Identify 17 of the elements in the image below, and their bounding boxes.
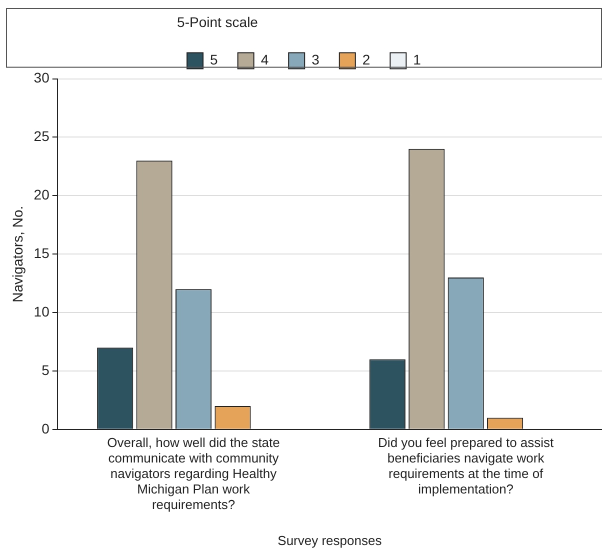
- legend-label: 1: [413, 52, 422, 68]
- y-tick-label: 15: [34, 244, 50, 261]
- y-tick-label: 25: [34, 128, 50, 144]
- y-tick-label: 0: [42, 420, 50, 436]
- x-axis-title: Survey responses: [278, 532, 382, 548]
- x-tick-label: Did you feel prepared to assist beneficiaries navigate work requirements at the time of implementation?: [378, 434, 554, 497]
- y-axis-title: Navigators, No.: [9, 206, 26, 302]
- legend-label: 3: [312, 52, 320, 68]
- x-tick-label: Overall, how well did the state communicate with community navigators regarding Healthy Michigan Plan work requirements?: [107, 434, 280, 512]
- y-tick-label: 10: [34, 303, 50, 320]
- legend-title: 5-Point scale: [177, 14, 258, 30]
- y-tick-label: 5: [42, 362, 50, 378]
- y-tick-label: 20: [34, 186, 50, 203]
- y-tick-label: 30: [34, 70, 50, 86]
- legend-label: 2: [362, 52, 370, 68]
- legend-label: 5: [210, 52, 218, 68]
- legend-label: 4: [260, 52, 269, 68]
